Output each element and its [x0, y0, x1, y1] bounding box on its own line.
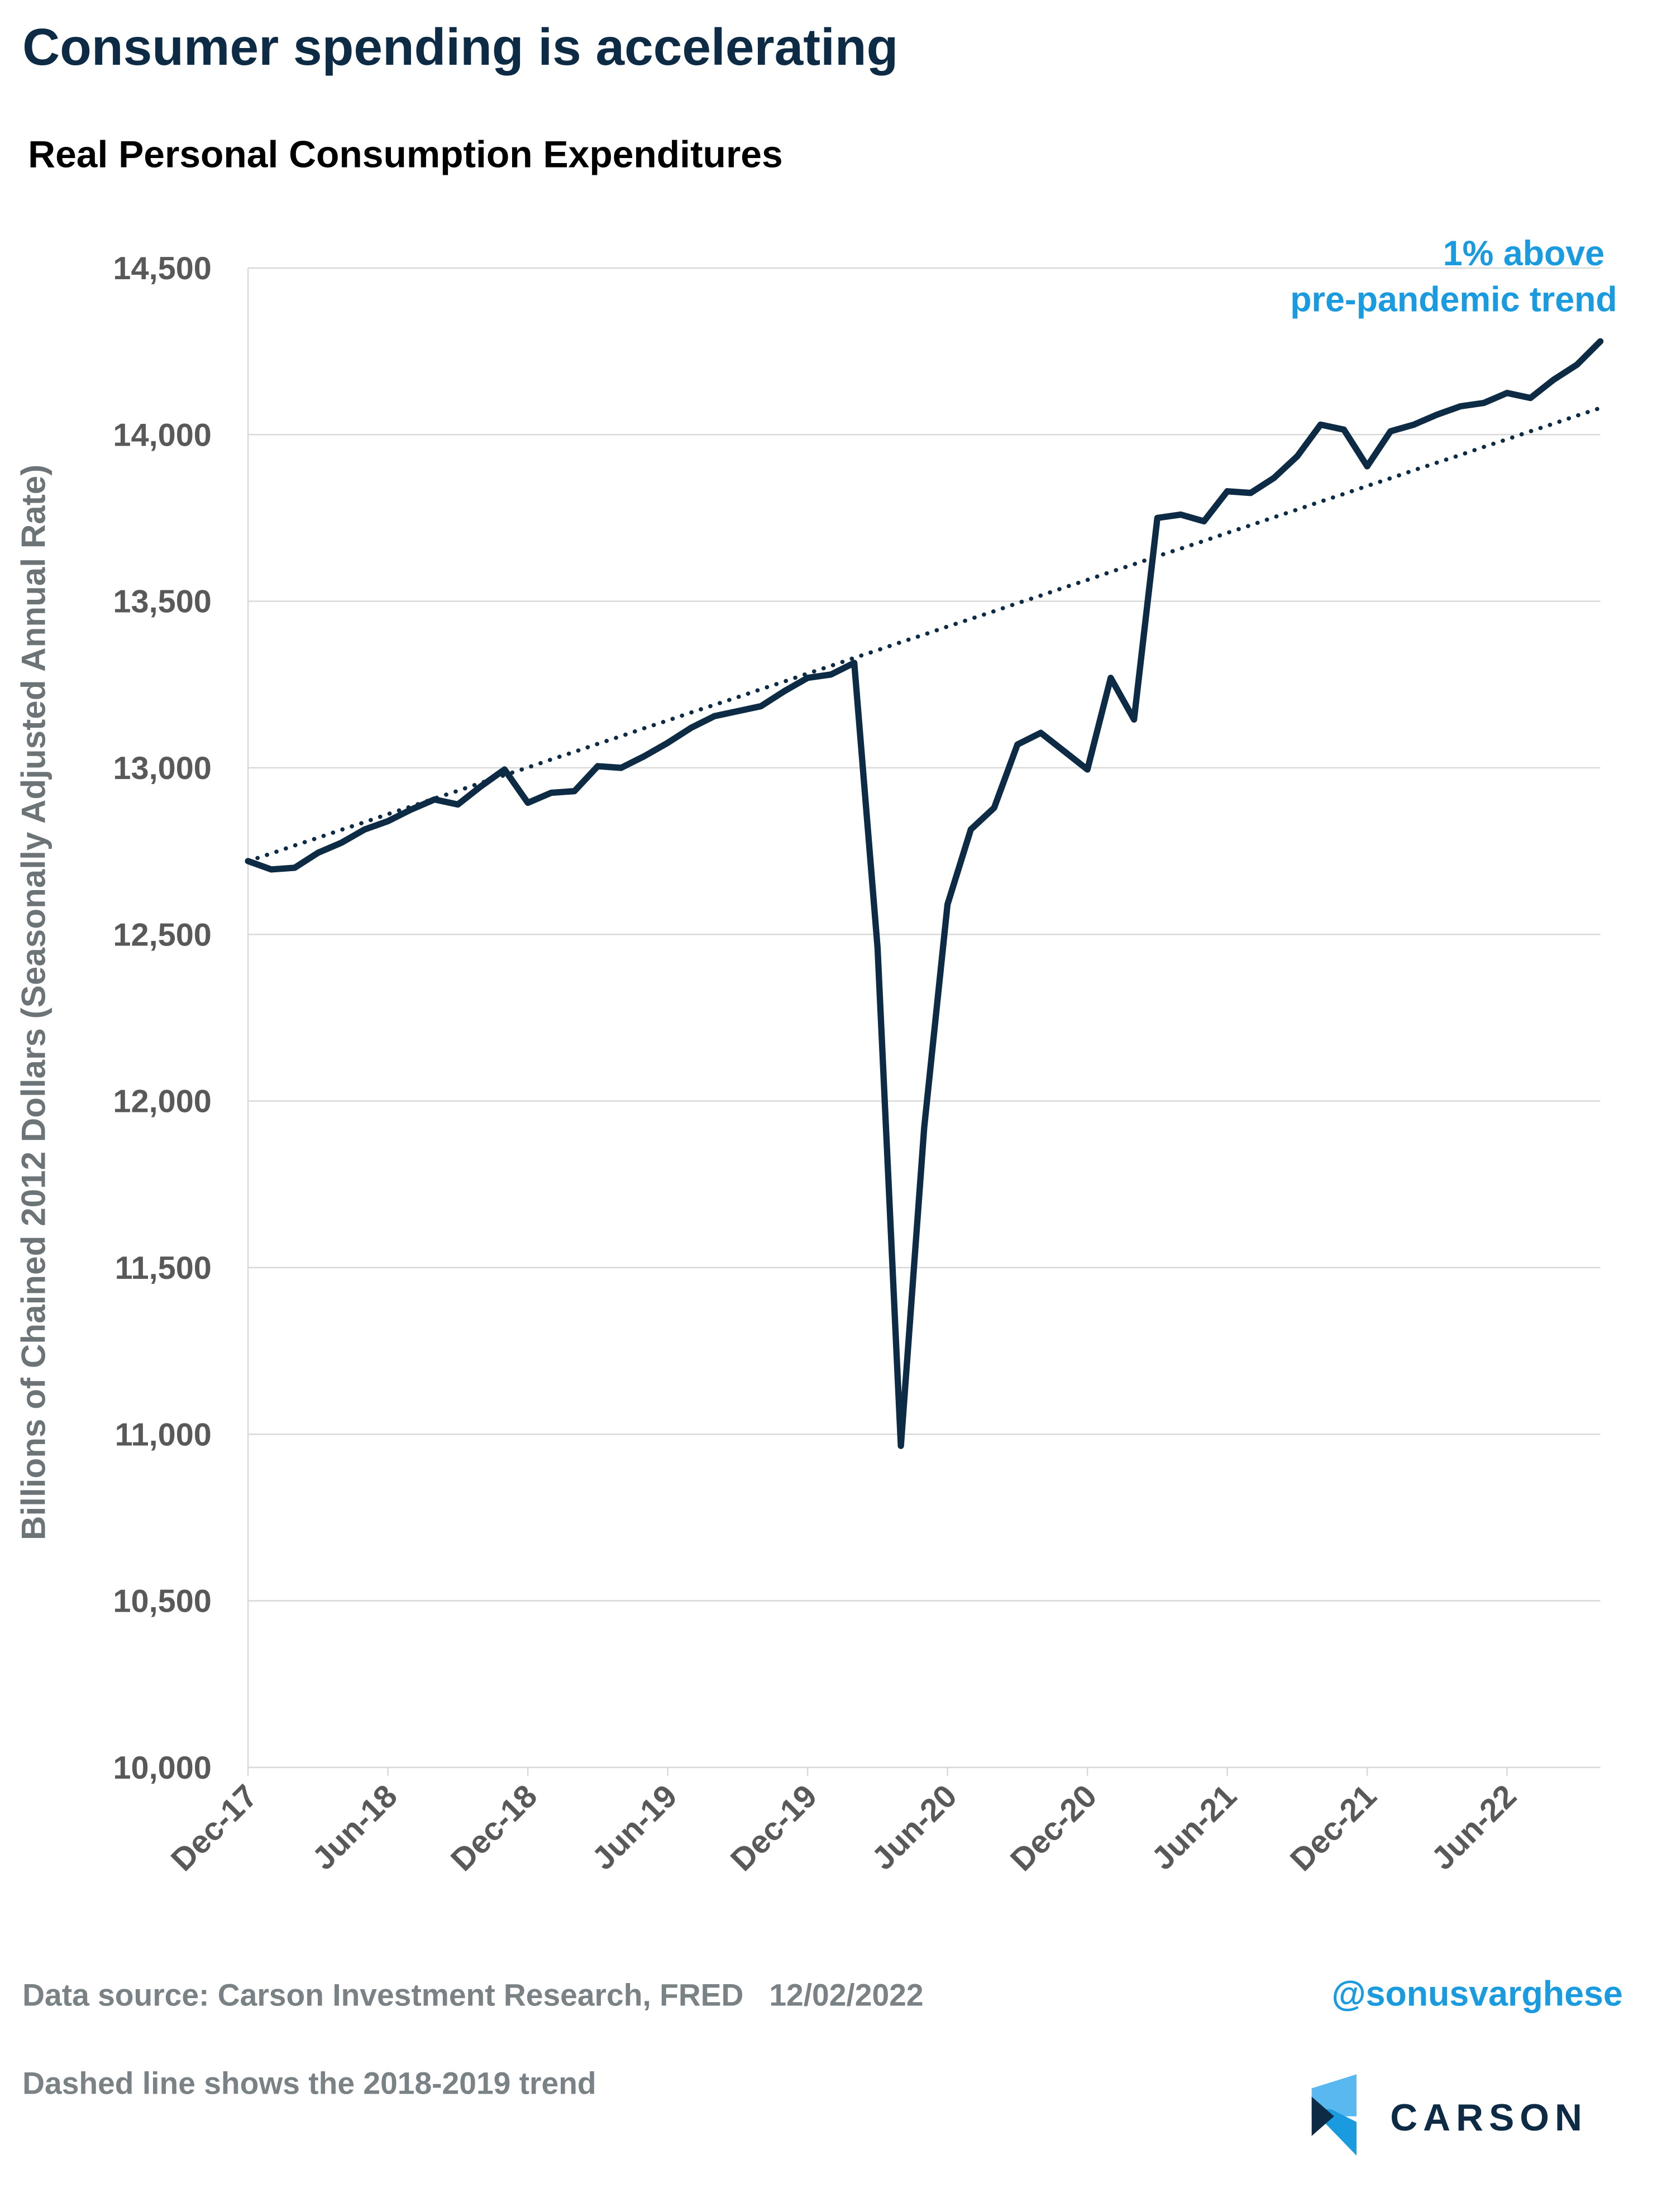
x-tick-label: Dec-20 — [1004, 1778, 1104, 1878]
x-tick-label: Dec-17 — [164, 1778, 264, 1878]
y-tick-label: 12,000 — [113, 1084, 212, 1120]
y-axis-label: Billions of Chained 2012 Dollars (Season… — [14, 465, 52, 1540]
x-tick-label: Dec-19 — [724, 1778, 824, 1878]
y-tick-label: 10,500 — [113, 1584, 212, 1619]
logo: CARSON — [1311, 2074, 1588, 2156]
annotation: pre-pandemic trend — [1290, 280, 1617, 319]
y-tick-label: 14,000 — [113, 417, 212, 453]
x-tick-label: Jun-19 — [585, 1778, 684, 1877]
chart-title: Consumer spending is accelerating — [22, 18, 898, 76]
x-tick-label: Jun-18 — [305, 1778, 404, 1877]
x-tick-label: Jun-22 — [1425, 1778, 1524, 1877]
data-line — [245, 338, 1604, 1449]
chart-subtitle: Real Personal Consumption Expenditures — [28, 133, 782, 175]
x-tick-label: Jun-20 — [865, 1778, 964, 1877]
y-tick-label: 13,500 — [113, 584, 212, 620]
y-tick-label: 11,500 — [115, 1250, 212, 1286]
trend-line — [246, 405, 1603, 863]
source-note: Data source: Carson Investment Research,… — [22, 1977, 923, 2012]
x-tick-label: Jun-21 — [1145, 1778, 1244, 1877]
y-tick-label: 13,000 — [113, 751, 212, 786]
author-handle: @sonusvarghese — [1331, 1974, 1622, 2013]
y-tick-label: 12,500 — [113, 917, 212, 953]
y-tick-label: 10,000 — [113, 1750, 212, 1786]
logo-text: CARSON — [1390, 2097, 1588, 2139]
logo-mark — [1311, 2074, 1357, 2117]
trend-note: Dashed line shows the 2018-2019 trend — [22, 2066, 596, 2101]
y-tick-label: 14,500 — [113, 251, 212, 286]
annotation: 1% above — [1443, 234, 1604, 273]
x-tick-label: Dec-18 — [444, 1778, 544, 1878]
y-tick-label: 11,000 — [115, 1417, 212, 1453]
logo-mark — [1311, 2096, 1334, 2136]
x-tick-label: Dec-21 — [1283, 1778, 1383, 1878]
